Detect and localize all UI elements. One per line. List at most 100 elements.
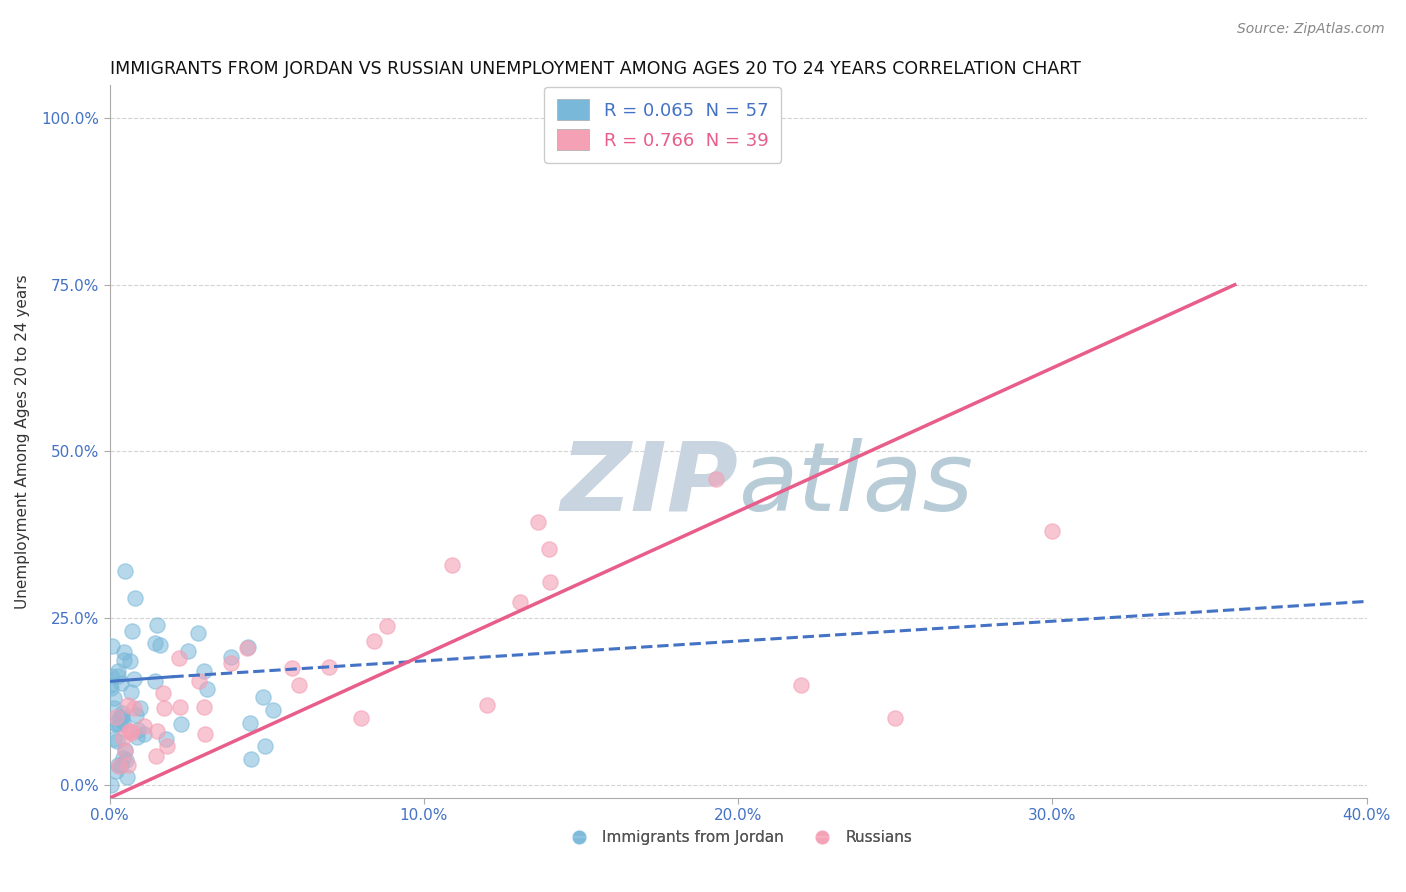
Point: [103, 701, 125, 715]
Point: [239, 716, 262, 731]
Point: [114, 743, 136, 757]
Point: [120, 724, 142, 739]
Point: [155, 732, 177, 747]
Point: [120, 684, 142, 698]
Text: atlas: atlas: [738, 438, 973, 531]
Point: [170, 717, 193, 731]
Point: [112, 645, 135, 659]
Text: ZIP: ZIP: [561, 438, 738, 531]
Point: [100, 669, 122, 683]
Point: [107, 664, 129, 678]
Text: IMMIGRANTS FROM JORDAN VS RUSSIAN UNEMPLOYMENT AMONG AGES 20 TO 24 YEARS CORRELA: IMMIGRANTS FROM JORDAN VS RUSSIAN UNEMPL…: [110, 60, 1080, 78]
Point: [377, 618, 399, 632]
Point: [704, 473, 727, 487]
Point: [107, 717, 129, 731]
Point: [262, 702, 284, 716]
Point: [194, 727, 217, 741]
Point: [221, 650, 243, 665]
Point: [167, 650, 190, 665]
Point: [440, 558, 463, 572]
Point: [107, 669, 129, 683]
Point: [127, 723, 149, 738]
Point: [219, 656, 242, 670]
Point: [129, 701, 152, 715]
Point: [152, 686, 174, 700]
Point: [177, 644, 200, 658]
Point: [100, 778, 122, 792]
Point: [527, 516, 550, 530]
Point: [103, 732, 125, 747]
Point: [538, 541, 561, 556]
Point: [118, 723, 141, 738]
Point: [110, 710, 132, 724]
Text: Source: ZipAtlas.com: Source: ZipAtlas.com: [1237, 22, 1385, 37]
Point: [110, 758, 132, 772]
Point: [509, 595, 531, 609]
Point: [105, 733, 128, 747]
Point: [475, 698, 498, 712]
Point: [288, 678, 311, 692]
Point: [884, 711, 907, 725]
Point: [114, 565, 136, 579]
Point: [1042, 524, 1064, 539]
Point: [110, 712, 132, 726]
Point: [100, 681, 122, 696]
Point: [149, 638, 172, 652]
Point: [236, 640, 259, 655]
Point: [104, 715, 127, 730]
Point: [153, 701, 176, 715]
Point: [145, 724, 167, 739]
Point: [111, 710, 134, 724]
Point: [110, 675, 132, 690]
Point: [104, 764, 127, 779]
Point: [187, 673, 209, 688]
Point: [143, 673, 166, 688]
Point: [112, 653, 135, 667]
Point: [111, 715, 134, 730]
Point: [363, 633, 385, 648]
Point: [195, 681, 218, 696]
Point: [134, 719, 156, 733]
Point: [111, 751, 134, 765]
Point: [112, 731, 135, 746]
Point: [121, 624, 143, 638]
Point: [143, 636, 166, 650]
Point: [253, 739, 276, 753]
Point: [122, 672, 145, 686]
Point: [350, 711, 373, 725]
Point: [132, 727, 155, 741]
Point: [145, 748, 167, 763]
Point: [122, 700, 145, 714]
Point: [156, 739, 179, 754]
Point: [193, 700, 215, 714]
Point: [236, 640, 259, 654]
Legend: Immigrants from Jordan, Russians: Immigrants from Jordan, Russians: [558, 824, 918, 851]
Point: [111, 706, 134, 721]
Point: [187, 626, 209, 640]
Point: [107, 757, 129, 772]
Y-axis label: Unemployment Among Ages 20 to 24 years: Unemployment Among Ages 20 to 24 years: [15, 274, 30, 608]
Point: [103, 690, 125, 705]
Point: [120, 725, 142, 739]
Point: [538, 575, 561, 590]
Point: [117, 698, 139, 712]
Point: [145, 617, 167, 632]
Point: [104, 717, 127, 731]
Point: [115, 770, 138, 784]
Point: [108, 759, 131, 773]
Point: [114, 744, 136, 758]
Point: [120, 654, 142, 668]
Point: [318, 659, 340, 673]
Point: [98, 677, 121, 691]
Point: [124, 591, 146, 605]
Point: [127, 730, 149, 744]
Point: [117, 758, 139, 772]
Point: [104, 710, 127, 724]
Point: [240, 752, 263, 766]
Point: [252, 690, 274, 705]
Point: [281, 661, 304, 675]
Point: [193, 665, 215, 679]
Point: [169, 699, 191, 714]
Point: [790, 678, 813, 692]
Point: [125, 708, 148, 723]
